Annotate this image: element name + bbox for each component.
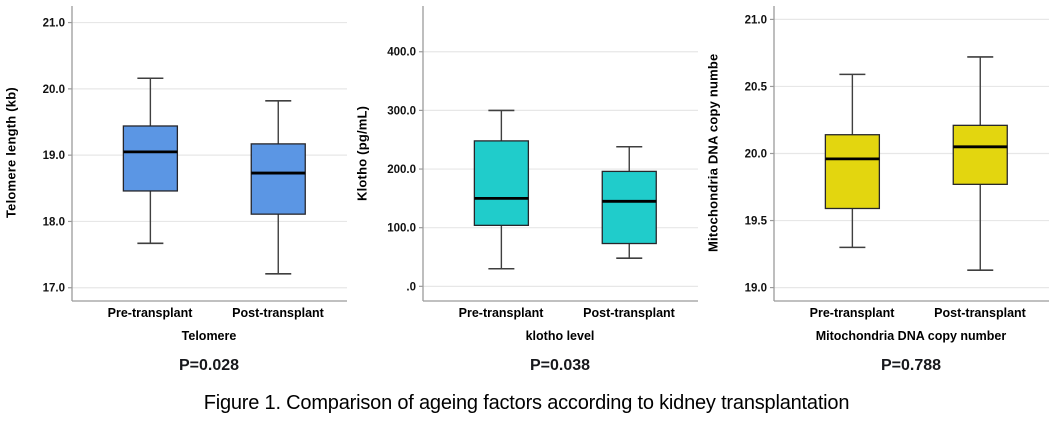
category-label-pre: Pre-transplant bbox=[458, 306, 544, 320]
y-tick-label: 20.5 bbox=[745, 81, 768, 93]
panels-row: Telomere length (kb) 21.0 20.0 19.0 18.0 17.… bbox=[0, 2, 1053, 375]
y-tick-label: 19.0 bbox=[745, 283, 767, 295]
y-tick-label: 17.0 bbox=[43, 283, 65, 295]
y-tick-label: 18.0 bbox=[43, 216, 65, 228]
category-label-post: Post-transplant bbox=[934, 306, 1026, 320]
y-tick-label: 20.0 bbox=[745, 149, 767, 161]
x-category-labels: Pre-transplant Post-transplant bbox=[22, 306, 350, 322]
plot-row: Telomere length (kb) 21.0 20.0 19.0 18.0 17.… bbox=[0, 2, 351, 304]
iqr-box bbox=[824, 134, 881, 210]
y-tick-label: 200.0 bbox=[387, 164, 416, 176]
panel-mitochondria: Mitochondria DNA copy numbe 21.0 20.5 20.0… bbox=[702, 2, 1053, 375]
y-tick-label: 19.0 bbox=[43, 150, 65, 162]
y-tick-label: 300.0 bbox=[387, 105, 416, 117]
y-tick-label: 21.0 bbox=[43, 18, 65, 30]
iqr-box bbox=[250, 143, 306, 215]
x-category-labels: Pre-transplant Post-transplant bbox=[724, 306, 1052, 322]
x-category-labels: Pre-transplant Post-transplant bbox=[373, 306, 701, 322]
p-value: P=0.038 bbox=[529, 357, 591, 374]
y-axis-title: Mitochondria DNA copy numbe bbox=[705, 53, 721, 253]
telomere-box-plot: 21.0 20.0 19.0 18.0 17.0 bbox=[43, 6, 347, 302]
panel-klotho: Klotho (pg/mL) 400.0 300.0 200.0 100.0 .0 Pr… bbox=[351, 2, 702, 375]
category-label-post: Post-transplant bbox=[232, 306, 324, 320]
y-tick-label: 19.5 bbox=[745, 216, 768, 228]
p-value: P=0.028 bbox=[178, 357, 240, 374]
category-label-pre: Pre-transplant bbox=[107, 306, 193, 320]
iqr-box bbox=[122, 125, 179, 192]
iqr-box bbox=[601, 170, 657, 245]
panel-telomere: Telomere length (kb) 21.0 20.0 19.0 18.0 17.… bbox=[0, 2, 351, 375]
y-axis-title: Telomere length (kb) bbox=[3, 87, 19, 219]
klotho-box-plot: 400.0 300.0 200.0 100.0 .0 bbox=[387, 6, 698, 302]
y-tick-label: 400.0 bbox=[387, 47, 416, 59]
category-label-post: Post-transplant bbox=[583, 306, 675, 320]
figure-caption: Figure 1. Comparison of ageing factors a… bbox=[203, 392, 850, 414]
plot-row: Mitochondria DNA copy numbe 21.0 20.5 20.0… bbox=[702, 2, 1053, 304]
p-value: P=0.788 bbox=[880, 357, 942, 374]
y-tick-label: .0 bbox=[406, 281, 416, 293]
iqr-box bbox=[952, 124, 1008, 185]
y-axis-title: Klotho (pg/mL) bbox=[354, 105, 370, 201]
iqr-box bbox=[473, 140, 530, 226]
x-axis-title: klotho level bbox=[525, 329, 595, 343]
plot-row: Klotho (pg/mL) 400.0 300.0 200.0 100.0 .0 bbox=[351, 2, 702, 304]
y-tick-label: 100.0 bbox=[387, 223, 416, 235]
y-tick-label: 21.0 bbox=[745, 14, 767, 26]
y-tick-label: 20.0 bbox=[43, 84, 65, 96]
x-axis-title: Telomere bbox=[181, 329, 237, 343]
category-label-pre: Pre-transplant bbox=[809, 306, 895, 320]
x-axis-title: Mitochondria DNA copy number bbox=[815, 329, 1007, 343]
mitochondria-box-plot: 21.0 20.5 20.0 19.5 19.0 bbox=[745, 6, 1049, 302]
